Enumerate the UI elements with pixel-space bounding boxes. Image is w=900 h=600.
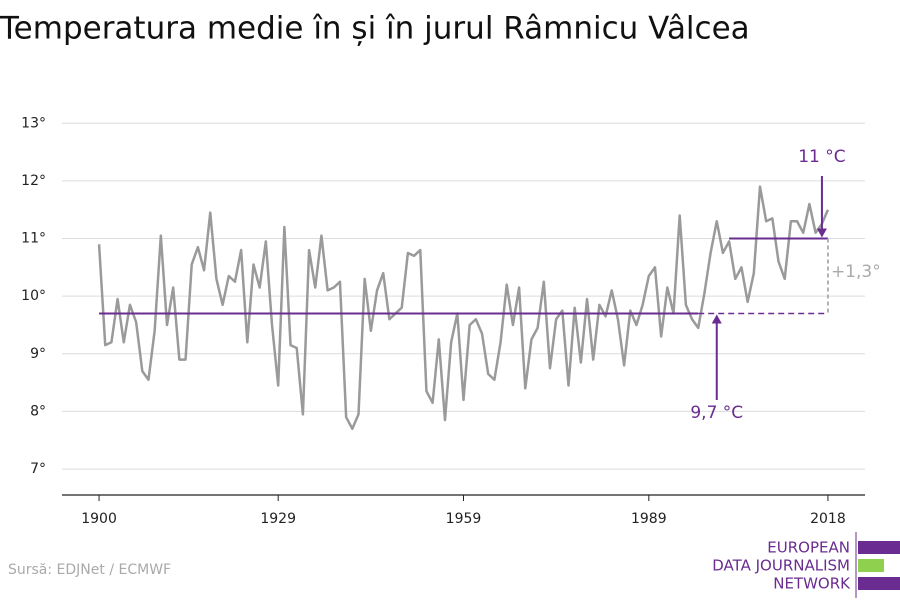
x-tick-label: 1929 [260,511,296,527]
temperature-line [97,185,830,430]
y-tick-label: 10° [21,288,46,304]
y-tick-label: 7° [30,461,46,477]
y-tick-label: 11° [21,231,46,247]
logo-bar [858,541,900,554]
x-tick-label: 1900 [81,511,117,527]
logo: EUROPEAN DATA JOURNALISM NETWORK [712,532,900,598]
x-tick-label: 1959 [446,511,482,527]
y-tick-label: 13° [21,115,46,131]
y-tick-label: 9° [30,346,46,362]
logo-text: DATA JOURNALISM [712,557,850,575]
logo-text: EUROPEAN [767,539,850,557]
source: Sursă: EDJNet / ECMWF [8,562,171,578]
logo-bar [858,577,900,590]
x-tick-label: 2018 [810,511,846,527]
logo-bar [858,559,884,572]
logo-text: NETWORK [773,575,851,593]
recent-label: 11 °C [798,147,845,167]
recent-arrowhead [816,228,827,238]
baseline-arrowhead [711,314,722,324]
chart-title: Temperatura medie în și în jurul Râmnicu… [0,11,750,47]
difference-label: +1,3° [831,262,881,282]
baseline-label: 9,7 °C [690,403,743,423]
y-tick-label: 12° [21,173,46,189]
x-tick-label: 1989 [631,511,667,527]
y-tick-label: 8° [30,403,46,419]
